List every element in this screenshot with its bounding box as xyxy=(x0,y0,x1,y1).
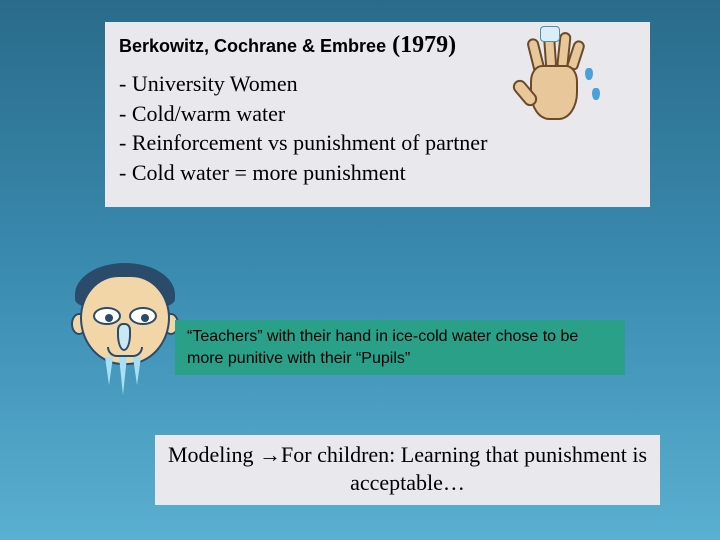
cold-face-icon xyxy=(65,265,185,415)
bullet-item: - Cold water = more punishment xyxy=(119,158,636,188)
year-text: (1979) xyxy=(392,32,456,59)
quote-text: “Teachers” with their hand in ice-cold w… xyxy=(187,328,578,367)
quote-box: “Teachers” with their hand in ice-cold w… xyxy=(175,320,625,375)
conclusion-box: Modeling →For children: Learning that pu… xyxy=(155,435,660,505)
bandaged-hand-icon xyxy=(500,20,610,140)
authors-text: Berkowitz, Cochrane & Embree xyxy=(119,36,386,57)
conclusion-text: Modeling →For children: Learning that pu… xyxy=(168,442,647,495)
